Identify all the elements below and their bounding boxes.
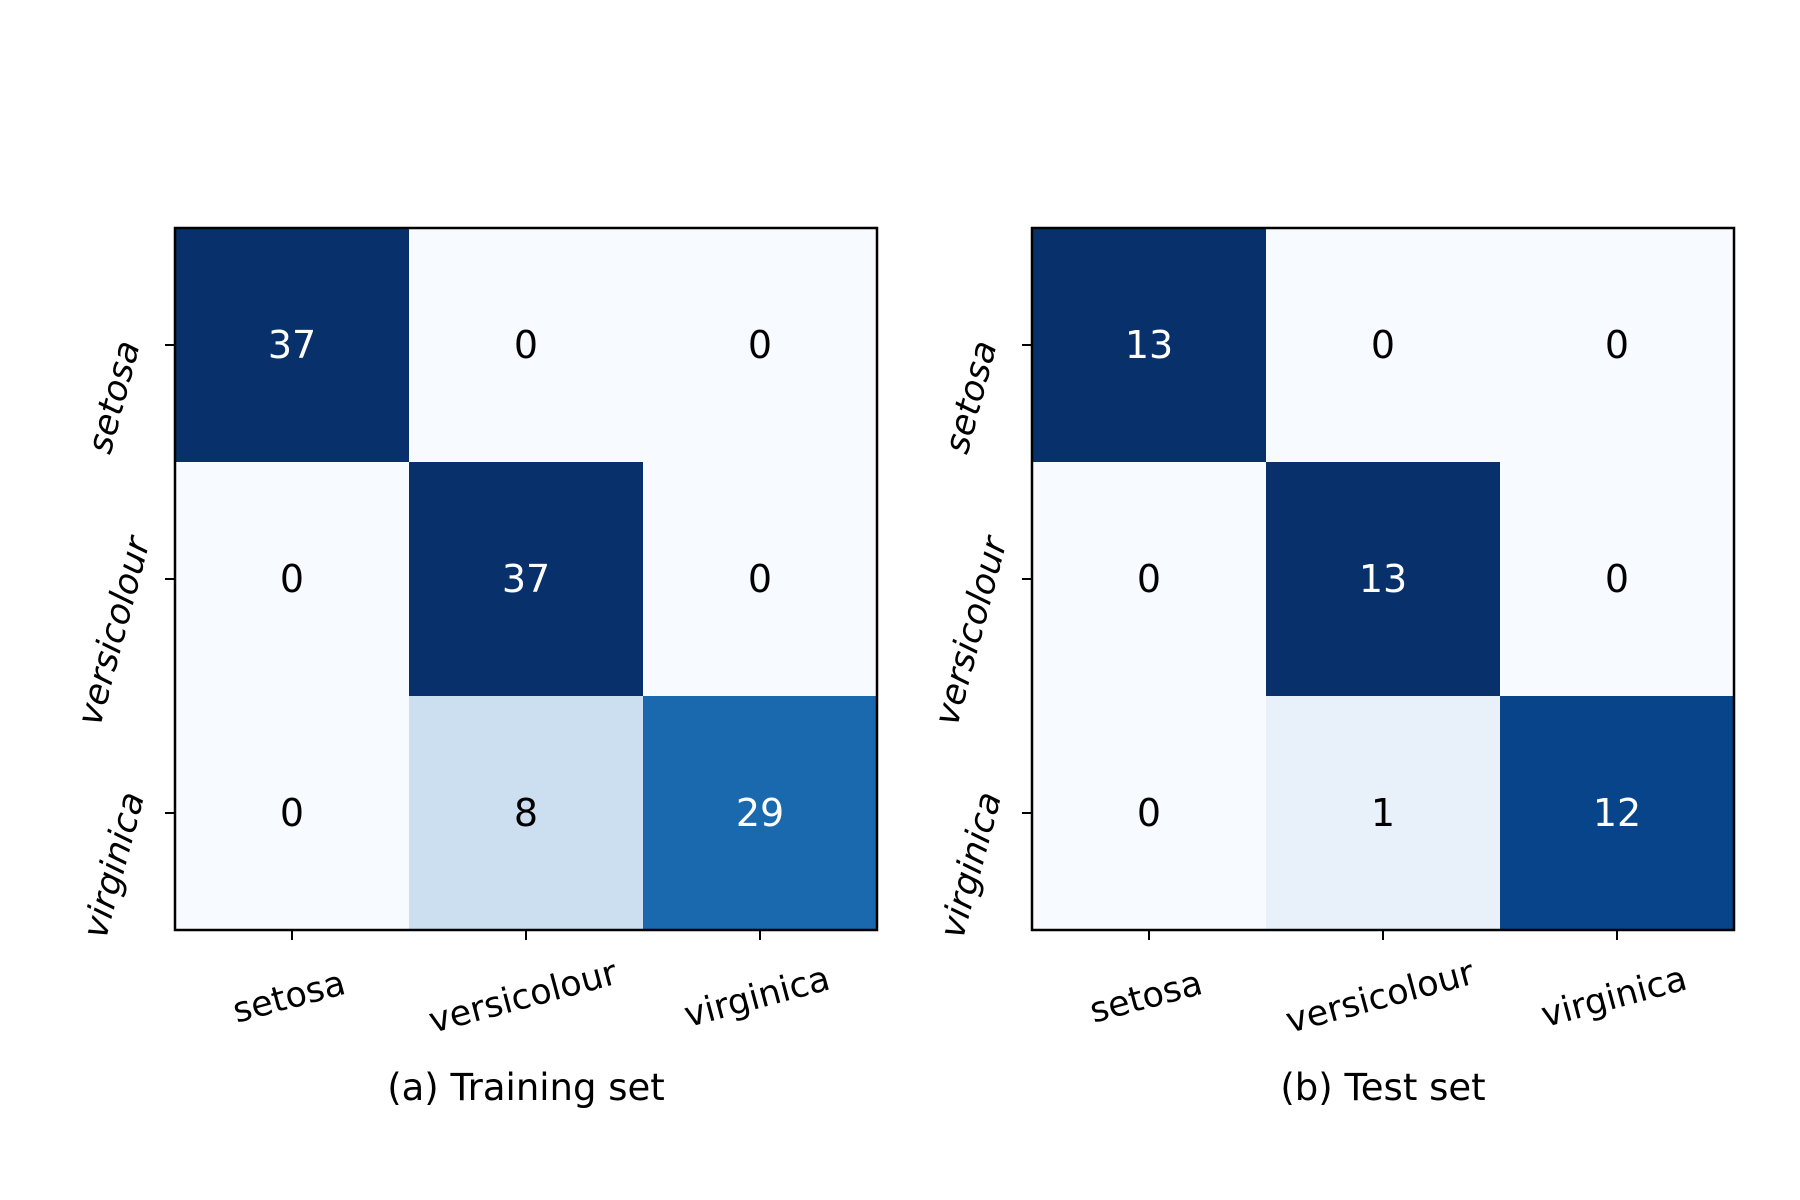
heatmap-cell [409,228,644,463]
training-set-panel: 37 0 0 0 37 0 0 8 29 setosa versicolour virginica se… [70,226,879,1109]
heatmap-cell [1500,462,1735,697]
x-tick-label: virginica [1537,959,1691,1036]
y-tick-label: versicolour [70,530,159,729]
y-tick-label: virginica [76,788,153,943]
cell-value-label: 0 [514,323,538,367]
cell-value-label: 13 [1125,323,1173,367]
cell-value-label: 1 [1371,791,1395,835]
cell-value-label: 8 [514,791,538,835]
heatmap-cell [1032,696,1267,931]
heatmap-cell [1266,696,1501,931]
heatmap-cell [175,462,410,697]
heatmap-cell [409,696,644,931]
heatmap-cell [1500,696,1735,931]
heatmap-cell [643,696,878,931]
x-tick-label: virginica [680,959,834,1036]
heatmap-cell [1266,462,1501,697]
y-tick-label: setosa [937,337,1005,458]
heatmap-cell [1032,462,1267,697]
cell-value-label: 0 [1605,557,1629,601]
cell-value-label: 12 [1593,791,1641,835]
cell-value-label: 0 [280,791,304,835]
x-tick-label: setosa [229,963,350,1031]
cell-value-label: 29 [736,791,784,835]
x-tick-label: versicolour [425,953,622,1042]
heatmap-cell [643,462,878,697]
cell-value-label: 37 [268,323,316,367]
panel-caption: (a) Training set [387,1066,665,1109]
cell-value-label: 0 [1371,323,1395,367]
cell-value-label: 0 [1137,557,1161,601]
heatmap-cell [643,228,878,463]
y-tick-label: setosa [80,337,148,458]
cell-value-label: 0 [280,557,304,601]
heatmap-cell [1032,228,1267,463]
cell-value-label: 0 [1605,323,1629,367]
y-tick-label: versicolour [927,530,1016,729]
heatmap-cell [409,462,644,697]
cell-value-label: 0 [1137,791,1161,835]
heatmap-cell [1500,228,1735,463]
heatmap-cell [175,228,410,463]
test-set-panel: 13 0 0 0 13 0 0 1 12 setosa versicolour virginica se… [927,226,1736,1109]
x-tick-label: setosa [1086,963,1207,1031]
cell-value-label: 0 [748,323,772,367]
panel-caption: (b) Test set [1280,1066,1485,1109]
x-tick-label: versicolour [1282,953,1479,1042]
heatmap-cell [1266,228,1501,463]
heatmap-cell [175,696,410,931]
cell-value-label: 37 [502,557,550,601]
cell-value-label: 0 [748,557,772,601]
y-tick-label: virginica [933,788,1010,943]
cell-value-label: 13 [1359,557,1407,601]
